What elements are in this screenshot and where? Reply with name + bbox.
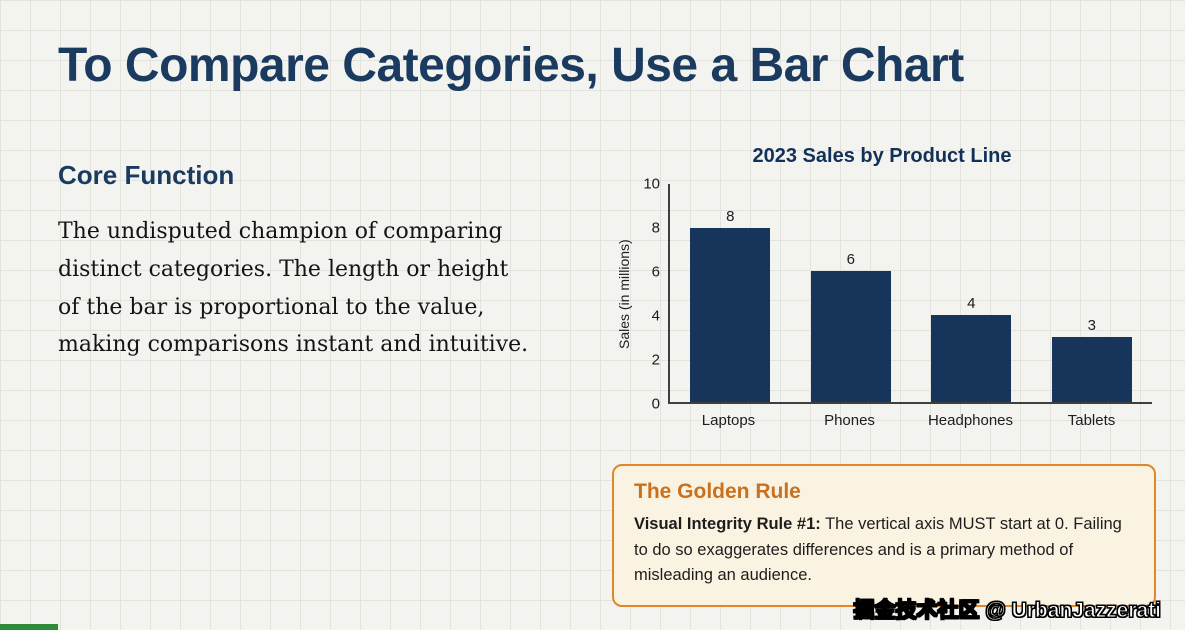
bar-slot-phones: 6 bbox=[791, 184, 912, 402]
y-tick-label: 10 bbox=[643, 175, 660, 193]
bar-value-label: 4 bbox=[967, 294, 976, 312]
core-function-text: The undisputed champion of comparing dis… bbox=[58, 219, 529, 358]
x-axis-labels: Laptops Phones Headphones Tablets bbox=[668, 412, 1152, 429]
page-title: To Compare Categories, Use a Bar Chart bbox=[58, 39, 964, 92]
chart-section: 2023 Sales by Product Line Sales (in mil… bbox=[612, 145, 1152, 429]
bar-value-label: 8 bbox=[726, 207, 735, 225]
bar-slot-headphones: 4 bbox=[911, 184, 1032, 402]
bar-phones bbox=[810, 271, 891, 402]
core-function-section: Core Function The undisputed champion of… bbox=[58, 160, 533, 364]
y-tick-label: 6 bbox=[651, 263, 660, 281]
golden-rule-body: The vertical axis MUST start at 0. Faili… bbox=[634, 515, 1122, 585]
golden-rule-bold-lead: Visual Integrity Rule #1: bbox=[634, 515, 821, 533]
bar-value-label: 6 bbox=[846, 251, 855, 269]
x-axis-label: Tablets bbox=[1067, 412, 1116, 429]
watermark: 掘金技术社区 @ UrbanJazzerati bbox=[853, 599, 1162, 623]
bar-headphones bbox=[931, 314, 1012, 402]
y-axis-label: Sales (in millions) bbox=[616, 239, 632, 349]
bar-tablets bbox=[1051, 336, 1132, 402]
core-function-heading: Core Function bbox=[58, 160, 235, 190]
y-tick-label: 2 bbox=[651, 351, 660, 369]
golden-rule-heading: The Golden Rule bbox=[634, 480, 801, 503]
y-tick-label: 8 bbox=[651, 219, 660, 237]
y-tick-label: 4 bbox=[651, 307, 660, 325]
x-axis-label: Laptops bbox=[701, 412, 756, 429]
bar-value-label: 3 bbox=[1087, 316, 1096, 334]
bottom-edge-artifact bbox=[0, 624, 58, 630]
golden-rule-text: Visual Integrity Rule #1: The vertical a… bbox=[634, 512, 1134, 589]
bar-chart: Sales (in millions) 0 2 4 6 8 10 8 6 4 3 Laptops… bbox=[612, 177, 1152, 429]
y-axis-ticks: 0 2 4 6 8 10 bbox=[636, 177, 668, 412]
bar-laptops bbox=[690, 227, 771, 402]
bar-slot-laptops: 8 bbox=[670, 184, 791, 402]
x-axis-label: Headphones bbox=[927, 412, 1014, 429]
plot-area: 8 6 4 3 bbox=[668, 184, 1152, 404]
bar-slot-tablets: 3 bbox=[1032, 184, 1153, 402]
golden-rule-callout: The Golden Rule Visual Integrity Rule #1… bbox=[612, 464, 1156, 607]
chart-title: 2023 Sales by Product Line bbox=[752, 145, 1012, 167]
y-tick-label: 0 bbox=[651, 395, 660, 413]
x-axis-label: Phones bbox=[824, 412, 875, 429]
